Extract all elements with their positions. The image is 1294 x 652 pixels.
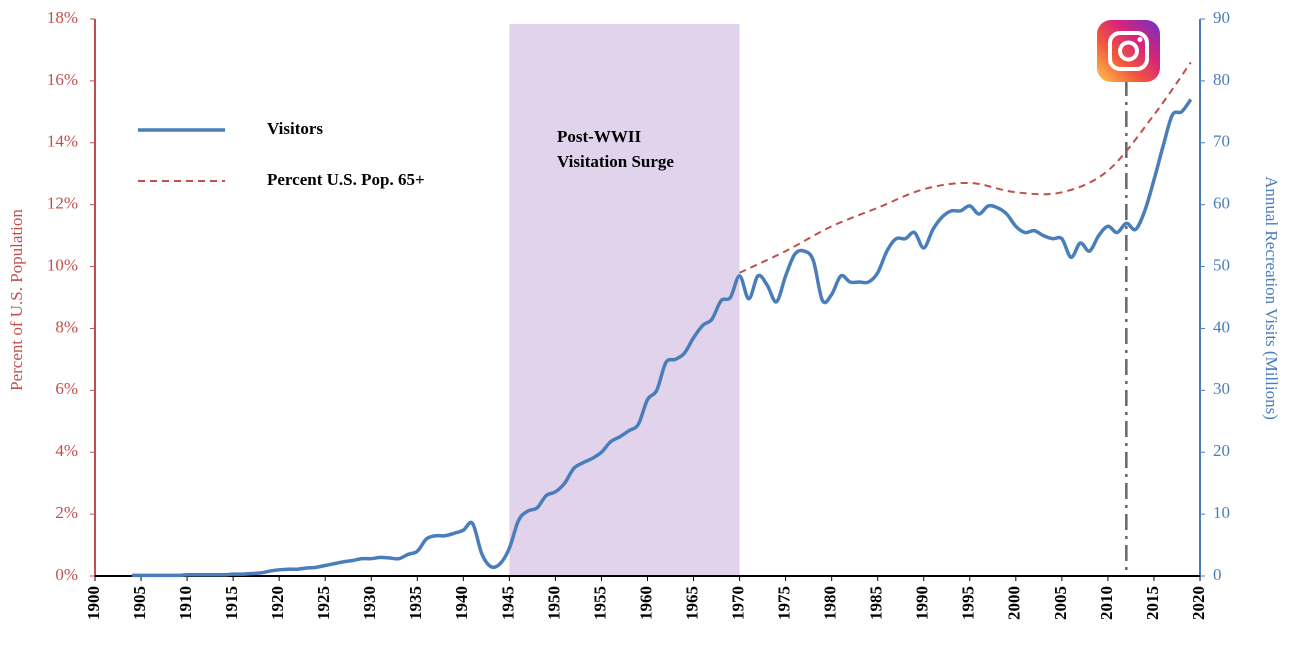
x-tick-label: 1955 — [590, 586, 609, 620]
x-tick-label: 1980 — [821, 586, 840, 620]
instagram-icon — [1097, 20, 1160, 82]
x-tick-label: 1900 — [84, 586, 103, 620]
y2-tick-label: 20 — [1213, 441, 1230, 460]
x-tick-label: 1970 — [728, 586, 747, 620]
x-tick-label: 1960 — [636, 586, 655, 620]
x-tick-label: 1935 — [406, 586, 425, 620]
x-tick-label: 1975 — [775, 586, 794, 620]
y2-tick-label: 60 — [1213, 194, 1230, 213]
y2-tick-label: 0 — [1213, 565, 1222, 584]
x-tick-label: 1920 — [268, 586, 287, 620]
x-tick-label: 1925 — [314, 586, 333, 620]
y-tick-label: 8% — [55, 317, 78, 336]
x-tick-label: 2005 — [1051, 586, 1070, 620]
y2-tick-label: 40 — [1213, 317, 1230, 336]
x-tick-label: 1930 — [360, 586, 379, 620]
legend-label: Percent U.S. Pop. 65+ — [267, 170, 425, 189]
y2-tick-label: 10 — [1213, 503, 1230, 522]
y2-tick-label: 80 — [1213, 70, 1230, 89]
x-tick-label: 1995 — [959, 586, 978, 620]
y-tick-label: 0% — [55, 565, 78, 584]
y-axis-label: Percent of U.S. Population — [7, 209, 26, 391]
series-line — [131, 98, 1193, 578]
y-tick-label: 18% — [47, 8, 78, 27]
y-tick-label: 4% — [55, 441, 78, 460]
y-tick-label: 10% — [47, 255, 78, 274]
x-tick-label: 2000 — [1005, 586, 1024, 620]
legend-label: Visitors — [267, 119, 323, 138]
x-tick-label: 1950 — [544, 586, 563, 620]
y2-tick-label: 30 — [1213, 379, 1230, 398]
y-tick-label: 2% — [55, 503, 78, 522]
series-line — [739, 61, 1192, 274]
x-tick-label: 1910 — [176, 586, 195, 620]
x-tick-label: 1915 — [222, 586, 241, 620]
y-tick-label: 16% — [47, 70, 78, 89]
x-tick-label: 1990 — [913, 586, 932, 620]
y2-tick-label: 70 — [1213, 132, 1230, 151]
x-tick-label: 1940 — [452, 586, 471, 620]
x-tick-label: 1945 — [498, 586, 517, 620]
highlight-band — [509, 24, 740, 576]
annotation: Visitation Surge — [557, 152, 674, 171]
y-tick-label: 12% — [47, 194, 78, 213]
x-tick-label: 1965 — [682, 586, 701, 620]
y2-axis-label: Annual Recreation Visits (Millions) — [1262, 176, 1281, 420]
annotation: Post-WWII — [557, 127, 641, 146]
x-tick-label: 2020 — [1189, 586, 1208, 620]
x-tick-label: 2015 — [1143, 586, 1162, 620]
y-tick-label: 6% — [55, 379, 78, 398]
y-tick-label: 14% — [47, 132, 78, 151]
y2-tick-label: 50 — [1213, 255, 1230, 274]
x-tick-label: 1985 — [867, 586, 886, 620]
x-tick-label: 1905 — [130, 586, 149, 620]
y2-tick-label: 90 — [1213, 8, 1230, 27]
x-tick-label: 2010 — [1097, 586, 1116, 620]
